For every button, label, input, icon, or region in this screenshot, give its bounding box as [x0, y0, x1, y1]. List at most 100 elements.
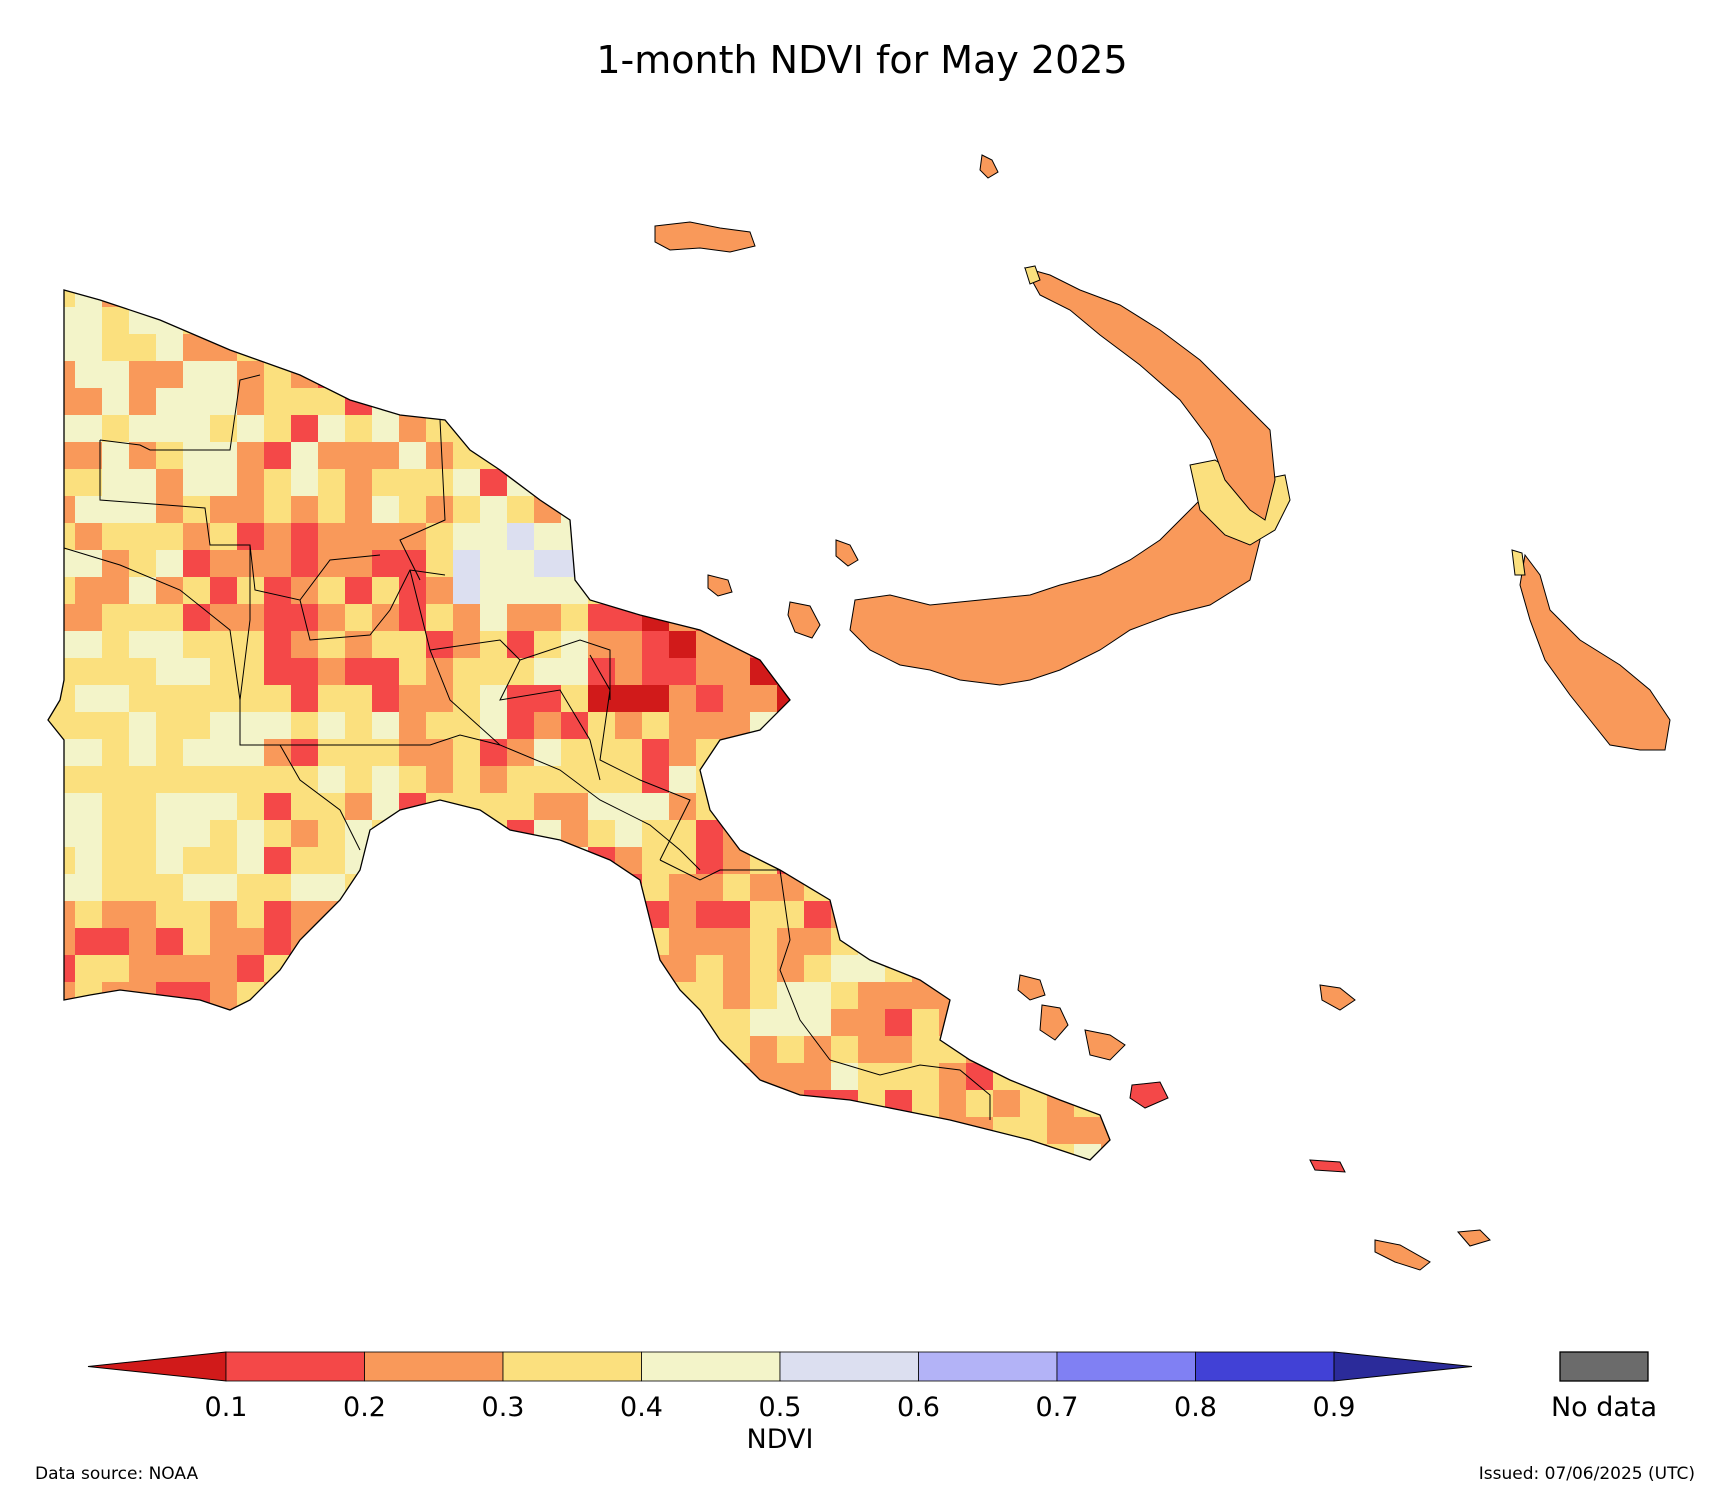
ndvi-cell [48, 955, 75, 982]
ndvi-cell [183, 766, 210, 793]
ndvi-cell [804, 1090, 831, 1117]
ndvi-cell [1047, 334, 1074, 361]
ndvi-cell [48, 928, 75, 955]
colorbar-tick-label: 0.2 [343, 1392, 386, 1423]
ndvi-cell [453, 766, 480, 793]
ndvi-cell [669, 712, 696, 739]
ndvi-cell [1101, 658, 1110, 685]
ndvi-cell [264, 1009, 291, 1036]
ndvi-cell [615, 820, 642, 847]
ndvi-cell [1101, 685, 1110, 712]
issued-date: Issued: 07/06/2025 (UTC) [1478, 1464, 1695, 1484]
ndvi-cell [885, 550, 912, 577]
ndvi-cell [264, 739, 291, 766]
ndvi-cell [885, 334, 912, 361]
ndvi-cell [345, 658, 372, 685]
ndvi-cell [669, 1144, 696, 1160]
ndvi-cell [264, 604, 291, 631]
ndvi-cell [831, 307, 858, 334]
ndvi-cell [210, 415, 237, 442]
ndvi-cell [885, 290, 912, 307]
ndvi-cell [804, 982, 831, 1009]
ndvi-cell [426, 928, 453, 955]
ndvi-cell [507, 388, 534, 415]
ndvi-cell [183, 523, 210, 550]
ndvi-cell [1020, 442, 1047, 469]
ndvi-cell [156, 1144, 183, 1160]
ndvi-cell [831, 658, 858, 685]
ndvi-cell [75, 658, 102, 685]
ndvi-cell [318, 901, 345, 928]
ndvi-cell [993, 550, 1020, 577]
ndvi-cell [858, 658, 885, 685]
ndvi-cell [831, 415, 858, 442]
ndvi-cell [615, 1036, 642, 1063]
ndvi-cell [507, 793, 534, 820]
ndvi-cell [561, 901, 588, 928]
ndvi-cell [264, 631, 291, 658]
ndvi-cell [426, 1036, 453, 1063]
ndvi-cell [1074, 442, 1101, 469]
ndvi-cell [858, 712, 885, 739]
ndvi-cell [426, 388, 453, 415]
ndvi-cell [102, 523, 129, 550]
ndvi-cell [750, 631, 777, 658]
ndvi-cell [75, 361, 102, 388]
islands [654, 154, 1671, 1271]
ndvi-cell [1074, 523, 1101, 550]
ndvi-cell [1101, 982, 1110, 1009]
ndvi-cell [453, 1090, 480, 1117]
ndvi-cell [102, 874, 129, 901]
ndvi-cell [804, 766, 831, 793]
ndvi-cell [48, 1009, 75, 1036]
ndvi-cell [642, 442, 669, 469]
ndvi-cell [1020, 1090, 1047, 1117]
ndvi-cell [939, 685, 966, 712]
ndvi-cell [696, 901, 723, 928]
ndvi-cell [183, 415, 210, 442]
ndvi-cell [750, 415, 777, 442]
ndvi-cell [939, 415, 966, 442]
ndvi-cell [210, 847, 237, 874]
ndvi-cell [1074, 1144, 1101, 1160]
ndvi-cell [507, 496, 534, 523]
ndvi-cell [561, 847, 588, 874]
ndvi-cell [318, 982, 345, 1009]
ndvi-cell [372, 1009, 399, 1036]
ndvi-cell [453, 820, 480, 847]
ndvi-cell [750, 820, 777, 847]
ndvi-cell [669, 361, 696, 388]
ndvi-cell [723, 388, 750, 415]
ndvi-cell [966, 415, 993, 442]
ndvi-cell [507, 1144, 534, 1160]
ndvi-cell [561, 739, 588, 766]
island-rossel [1456, 1229, 1491, 1247]
ndvi-cell [912, 415, 939, 442]
ndvi-cell [102, 1009, 129, 1036]
ndvi-cell [561, 1090, 588, 1117]
ndvi-cell [264, 766, 291, 793]
ndvi-cell [561, 1117, 588, 1144]
ndvi-cell [183, 604, 210, 631]
ndvi-cell [318, 442, 345, 469]
ndvi-cell [831, 982, 858, 1009]
ndvi-cell [318, 766, 345, 793]
ndvi-cell [291, 631, 318, 658]
ndvi-cell [1074, 1063, 1101, 1090]
ndvi-cell [804, 1009, 831, 1036]
ndvi-cell [507, 361, 534, 388]
ndvi-cell [993, 388, 1020, 415]
ndvi-cell [210, 955, 237, 982]
ndvi-cell [777, 820, 804, 847]
ndvi-cell [966, 334, 993, 361]
ndvi-cell [453, 1117, 480, 1144]
ndvi-cell [669, 388, 696, 415]
ndvi-cell [102, 1090, 129, 1117]
ndvi-cell [318, 928, 345, 955]
ndvi-cell [1101, 1009, 1110, 1036]
ndvi-cell [1020, 334, 1047, 361]
ndvi-cell [183, 496, 210, 523]
ndvi-cell [750, 442, 777, 469]
ndvi-cell [993, 1063, 1020, 1090]
ndvi-cell [588, 523, 615, 550]
